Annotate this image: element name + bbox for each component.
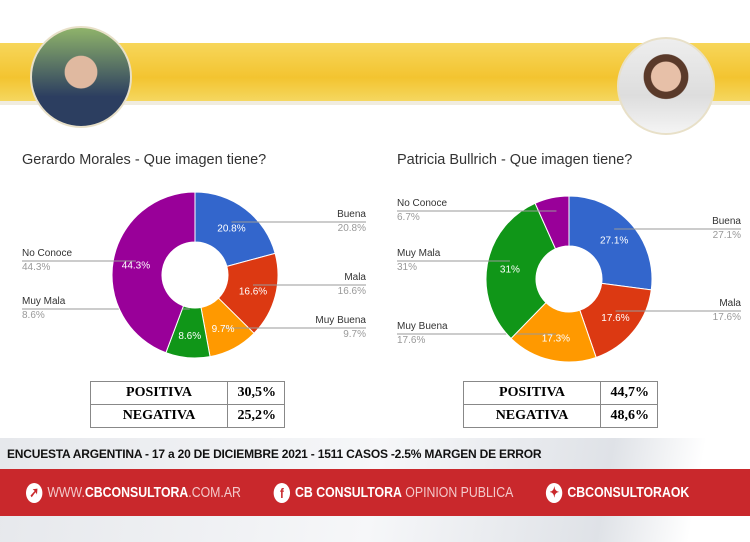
legend-entry: Muy Mala 8.6% [22,296,65,321]
gerardo-morales-photo [30,26,132,128]
patricia-bullrich-photo [617,37,715,135]
web-prefix: WWW. [47,484,85,501]
fb-bold: CB CONSULTORA [295,484,402,501]
slice-label: 9.7% [212,324,235,335]
twitter-icon: ✦ [546,482,563,503]
twitter-link[interactable]: ✦ CBCONSULTORAOK [546,482,690,503]
positiva-label: POSITIVA [463,381,601,405]
survey-info: ENCUESTA ARGENTINA - 17 a 20 DE DICIEMBR… [7,447,542,461]
negativa-label: NEGATIVA [463,404,601,428]
slice-muy-buena [510,301,597,363]
morales-summary-table: POSITIVA 30,5% NEGATIVA 25,2% [90,381,285,428]
positiva-value: 44,7% [600,381,658,405]
legend-value: 44.3% [22,262,51,273]
legend-category: Buena [337,209,366,220]
chart-title-bullrich: Patricia Bullrich - Que imagen tiene? [397,152,633,168]
slice-mala [579,282,652,359]
legend-value: 20.8% [337,223,366,234]
web-bold: CBCONSULTORA [84,484,189,501]
legend-category: Muy Mala [397,248,441,259]
bullrich-summary-table: POSITIVA 44,7% NEGATIVA 48,6% [463,381,658,428]
legend-category: No Conoce [22,248,73,259]
negativa-value: 48,6% [600,404,658,428]
positiva-label: POSITIVA [90,381,228,405]
slice-label: 8.6% [178,331,201,342]
legend-entry: Muy Buena 9.7% [315,315,366,340]
legend-category: Buena [712,216,741,227]
legend-entry: Mala 16.6% [338,272,366,297]
legend-entry: Buena 27.1% [712,216,741,241]
slice-no-conoce [111,191,196,354]
legend-value: 9.7% [343,329,366,340]
slice-label: 31% [500,264,520,275]
legend-category: Muy Mala [22,296,66,307]
slice-no-conoce [534,195,570,250]
legend-category: Mala [719,298,741,309]
legend-category: Muy Buena [397,321,448,332]
social-links: ➚ WWW. CBCONSULTORA .COM.AR f CB CONSULTOR… [26,469,689,516]
legend-entry: Mala 17.6% [713,298,741,323]
legend-value: 17.6% [397,335,426,346]
negativa-value: 25,2% [227,404,285,428]
facebook-link[interactable]: f CB CONSULTORA OPINION PUBLICA [273,482,514,503]
legend-category: No Conoce [397,198,448,209]
slice-label: 17.3% [542,334,570,345]
slice-label: 20.8% [217,223,245,234]
legend-value: 6.7% [397,212,420,223]
social-bar: ➚ WWW. CBCONSULTORA .COM.AR f CB CONSULTOR… [0,469,750,516]
positiva-value: 30,5% [227,381,285,405]
negativa-label: NEGATIVA [90,404,228,428]
web-suffix: .COM.AR [188,484,241,501]
legend-value: 31% [397,262,418,273]
slice-label: 27.1% [600,235,628,246]
fb-light: OPINION PUBLICA [405,484,514,501]
legend-entry: Muy Buena 17.6% [397,321,448,346]
legend-entry: Buena 20.8% [337,209,366,234]
slice-label: 44.3% [122,260,150,271]
legend-category: Mala [344,272,366,283]
legend-value: 16.6% [337,286,366,297]
slice-muy-mala [485,202,557,340]
twitter-handle: CBCONSULTORAOK [567,484,690,501]
legend-category: Muy Buena [315,315,366,326]
legend-entry: No Conoce 6.7% [397,198,447,223]
slice-label: 16.6% [239,286,267,297]
legend-value: 27.1% [712,230,741,241]
legend-entry: Muy Mala 31% [397,248,440,273]
cursor-click-icon: ➚ [26,482,43,503]
legend-value: 8.6% [22,310,45,321]
chart-title-morales: Gerardo Morales - Que imagen tiene? [22,152,267,168]
slice-label: 17.6% [601,313,629,324]
slice-buena [568,195,653,291]
website-link[interactable]: ➚ WWW. CBCONSULTORA .COM.AR [26,482,241,503]
slice-buena [194,191,276,268]
legend-entry: No Conoce 44.3% [22,248,72,273]
facebook-icon: f [273,482,291,503]
legend-value: 17.6% [712,312,741,323]
